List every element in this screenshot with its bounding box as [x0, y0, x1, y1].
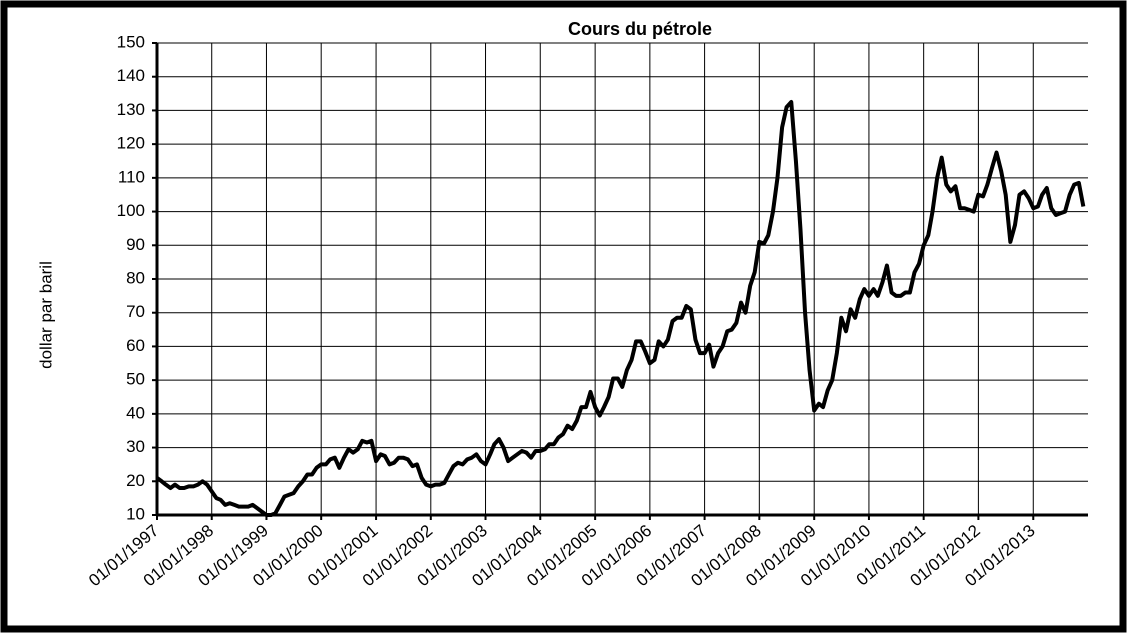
- y-tick-label: 60: [126, 336, 145, 355]
- y-tick-label: 140: [117, 66, 145, 85]
- y-tick-label: 150: [117, 32, 145, 51]
- y-tick-label: 80: [126, 268, 145, 287]
- y-axis-label: dollar par baril: [36, 261, 55, 369]
- y-tick-label: 130: [117, 100, 145, 119]
- y-tick-label: 40: [126, 403, 145, 422]
- y-tick-label: 120: [117, 134, 145, 153]
- y-tick-label: 30: [126, 437, 145, 456]
- y-tick-label: 100: [117, 201, 145, 220]
- y-tick-label: 50: [126, 370, 145, 389]
- y-tick-label: 110: [118, 167, 145, 186]
- price-line: [155, 100, 1086, 517]
- y-tick-label: 20: [126, 471, 145, 490]
- y-tick-label: 90: [126, 235, 145, 254]
- y-tick-label: 10: [126, 504, 145, 523]
- y-tick-label: 70: [126, 302, 145, 321]
- chart-title: Cours du pétrole: [568, 19, 712, 39]
